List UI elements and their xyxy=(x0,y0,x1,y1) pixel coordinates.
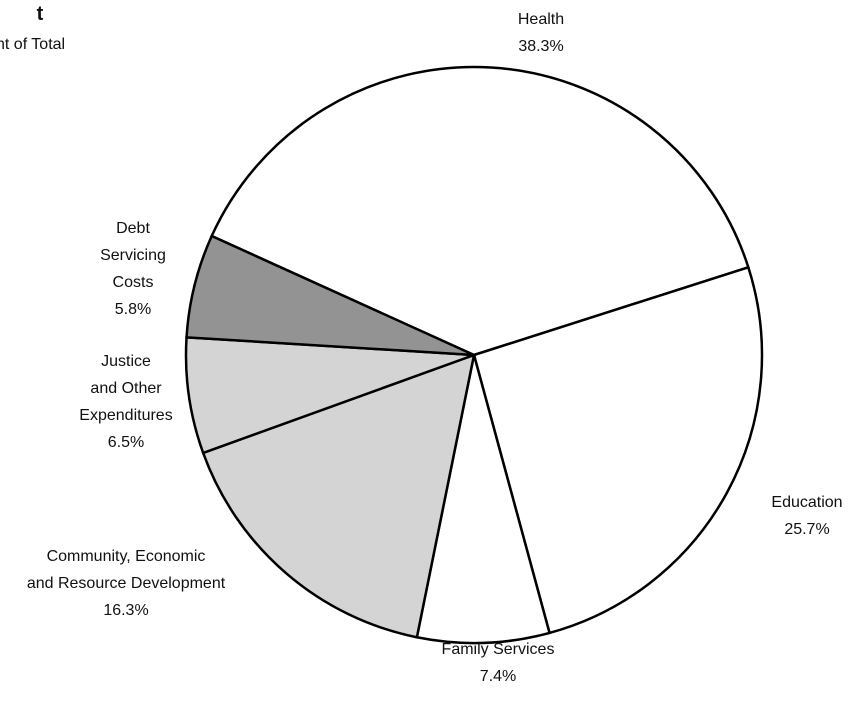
pie-slice xyxy=(210,65,750,357)
chart-title: t xyxy=(37,3,44,25)
pie-slice xyxy=(184,335,475,455)
pie-slice xyxy=(185,234,475,357)
slice-value-label: 5.8% xyxy=(115,301,151,318)
slice-label: Community, Economic and Resource Developm… xyxy=(27,548,226,592)
slice-label: Justice and Other Expenditures xyxy=(79,353,172,424)
slice-label: Debt Servicing Costs xyxy=(100,220,166,291)
chart-subtitle: nt of Total xyxy=(0,36,65,53)
slice-value-label: 16.3% xyxy=(103,602,148,619)
slice-value-label: 7.4% xyxy=(480,668,516,685)
slice-label: Family Services xyxy=(442,641,555,658)
slice-value-label: 6.5% xyxy=(108,434,144,451)
pie-slice xyxy=(415,354,552,645)
pie-slice xyxy=(472,265,764,635)
slice-label: Education xyxy=(771,494,842,511)
slice-value-label: 38.3% xyxy=(518,38,563,55)
slice-label: Health xyxy=(518,11,564,28)
slice-value-label: 25.7% xyxy=(784,521,829,538)
pie-slice xyxy=(201,353,476,639)
